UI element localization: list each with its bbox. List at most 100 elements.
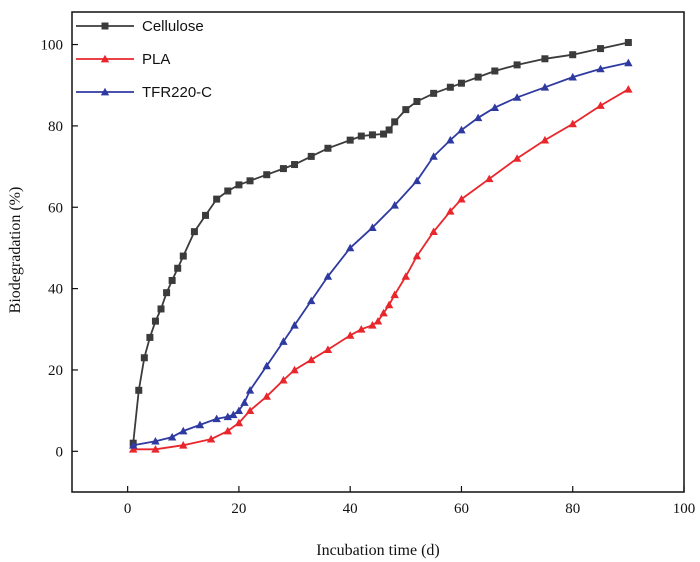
data-point <box>202 211 210 219</box>
series-2 <box>129 58 633 449</box>
series-1 <box>129 85 633 453</box>
data-point <box>234 406 244 415</box>
data-point <box>179 426 188 435</box>
data-point <box>307 152 315 160</box>
data-point <box>368 223 377 231</box>
data-point <box>168 276 176 284</box>
data-point <box>263 171 271 179</box>
data-point <box>540 83 550 91</box>
legend: Cellulose PLA TFR220-C <box>76 18 212 101</box>
series-layer <box>129 39 633 453</box>
data-point <box>385 126 393 134</box>
data-point <box>429 152 438 160</box>
data-point <box>569 51 577 59</box>
ticks-layer: 0 20 40 60 80 100 0 20 40 60 80 100 <box>41 38 696 517</box>
data-point <box>540 135 550 144</box>
data-point <box>235 181 243 189</box>
plot-frame <box>71 11 685 493</box>
data-point <box>279 375 288 384</box>
data-point <box>223 426 232 435</box>
legend-marker <box>101 22 109 30</box>
legend-item: Cellulose <box>76 18 204 35</box>
data-point <box>446 83 454 91</box>
data-point <box>174 264 182 272</box>
data-point <box>485 174 494 183</box>
data-point <box>391 118 399 126</box>
legend-label: PLA <box>142 51 170 68</box>
data-point <box>379 308 388 317</box>
data-point <box>357 132 365 140</box>
data-point <box>213 195 221 203</box>
x-tick-label: 40 <box>343 501 358 517</box>
data-point <box>223 412 232 421</box>
data-point <box>430 89 438 97</box>
data-point <box>323 345 333 353</box>
data-point <box>357 325 366 333</box>
data-point <box>596 101 605 109</box>
legend-item: TFR220-C <box>76 84 212 101</box>
data-point <box>179 252 187 260</box>
data-point <box>373 316 383 325</box>
data-point <box>135 386 143 394</box>
data-point <box>457 79 465 87</box>
series-line <box>133 88 629 451</box>
data-point <box>541 55 549 63</box>
y-tick-label: 60 <box>48 200 63 216</box>
data-point <box>324 144 332 152</box>
data-point <box>151 436 160 445</box>
data-point <box>346 136 354 144</box>
data-point <box>402 106 410 114</box>
series-line <box>133 61 629 447</box>
legend-marker <box>100 87 110 96</box>
series-0 <box>129 39 632 447</box>
data-point <box>490 103 500 111</box>
data-point <box>245 386 255 394</box>
data-point <box>146 333 154 341</box>
data-point <box>390 290 399 299</box>
x-axis-title: Incubation time (d) <box>316 542 440 559</box>
data-point <box>179 441 188 449</box>
x-tick-label: 60 <box>454 501 469 517</box>
data-point <box>390 201 399 209</box>
data-point <box>368 321 377 329</box>
data-point <box>262 361 271 370</box>
data-point <box>279 165 287 173</box>
data-point <box>224 187 232 195</box>
data-point <box>345 243 355 252</box>
data-point <box>307 355 316 364</box>
data-point <box>384 300 394 309</box>
data-point <box>429 227 438 236</box>
data-point <box>380 130 388 138</box>
data-point <box>290 321 299 329</box>
legend-item: PLA <box>76 51 170 68</box>
data-point <box>512 93 522 101</box>
data-point <box>596 64 605 73</box>
data-point <box>474 73 482 81</box>
y-axis-title: Biodegradation (%) <box>7 187 24 314</box>
data-point <box>446 135 455 144</box>
y-tick-label: 40 <box>48 282 63 298</box>
data-point <box>473 113 483 122</box>
data-point <box>597 45 605 53</box>
data-point <box>568 72 577 81</box>
y-tick-label: 20 <box>48 363 63 379</box>
data-point <box>290 365 299 374</box>
data-point <box>568 119 577 128</box>
data-point <box>246 177 254 185</box>
data-point <box>412 176 422 185</box>
data-point <box>291 161 299 169</box>
data-point <box>129 445 138 453</box>
data-point <box>245 406 255 415</box>
data-point <box>195 420 205 429</box>
legend-label: Cellulose <box>142 18 204 35</box>
data-point <box>129 441 138 449</box>
y-tick-label: 100 <box>41 38 64 54</box>
data-point <box>212 414 221 423</box>
data-point <box>151 445 160 453</box>
data-point <box>323 272 333 280</box>
data-point <box>229 410 238 419</box>
series-line <box>132 41 629 444</box>
data-point <box>512 154 522 162</box>
data-point <box>151 317 159 325</box>
